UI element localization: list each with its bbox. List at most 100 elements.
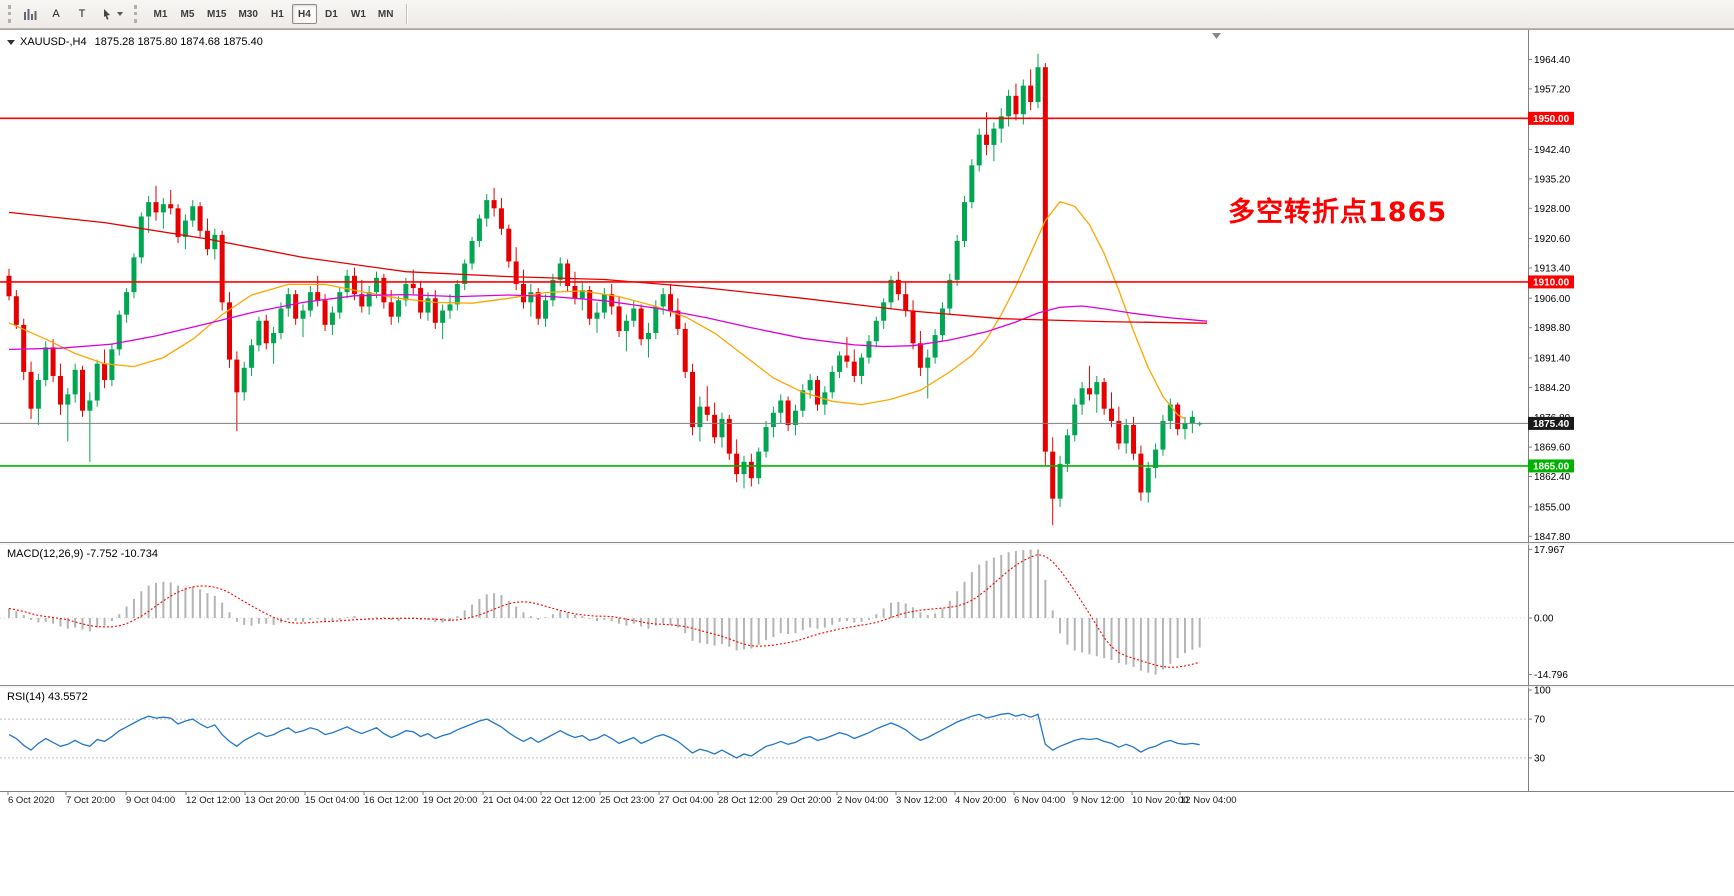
candle xyxy=(491,187,497,217)
candle xyxy=(675,298,681,336)
chart-title: XAUUSD-,H4 1875.28 1875.80 1874.68 1875.… xyxy=(7,36,263,48)
candle xyxy=(227,292,232,368)
toolbar-drag-handle[interactable] xyxy=(8,5,12,23)
svg-text:4 Nov 20:00: 4 Nov 20:00 xyxy=(955,795,1006,806)
svg-text:16 Oct 12:00: 16 Oct 12:00 xyxy=(364,795,418,806)
timeframe-button-w1[interactable]: W1 xyxy=(346,4,371,24)
macd-signal-line xyxy=(8,553,1200,668)
svg-text:19 Oct 20:00: 19 Oct 20:00 xyxy=(423,795,477,806)
candle xyxy=(947,273,953,315)
svg-text:6 Oct 2020: 6 Oct 2020 xyxy=(8,795,54,806)
candle xyxy=(204,218,210,256)
text-tool-button-label: T xyxy=(78,8,86,20)
candle xyxy=(770,406,776,438)
text-tool-button[interactable]: T xyxy=(70,4,94,25)
ma-slow-line xyxy=(8,211,1208,324)
candle xyxy=(1160,414,1166,456)
svg-text:1891.40: 1891.40 xyxy=(1534,353,1571,364)
svg-text:1847.80: 1847.80 xyxy=(1534,532,1571,543)
dropdown-caret-icon xyxy=(117,12,123,16)
time-axis: 6 Oct 2020 7 Oct 20:00 9 Oct 04:00 12 Oct 1… xyxy=(7,792,1237,806)
candle xyxy=(168,189,174,215)
candle xyxy=(984,112,990,156)
svg-text:12 Nov 04:00: 12 Nov 04:00 xyxy=(1180,795,1237,806)
candle xyxy=(498,198,504,235)
svg-text:1950.00: 1950.00 xyxy=(1533,114,1570,125)
candle xyxy=(903,281,909,317)
candle xyxy=(124,288,130,323)
candle xyxy=(1020,79,1026,125)
candle xyxy=(998,108,1004,143)
chart-shift-marker[interactable] xyxy=(1212,33,1221,39)
timeframe-button-m30[interactable]: M30 xyxy=(233,4,262,24)
rsi-indicator-label: RSI(14) 43.5572 xyxy=(7,691,88,703)
svg-text:70: 70 xyxy=(1534,715,1546,726)
candle xyxy=(315,275,321,307)
candle xyxy=(645,322,651,358)
candle xyxy=(337,288,343,319)
svg-text:1869.60: 1869.60 xyxy=(1534,443,1571,454)
candle xyxy=(741,455,747,489)
font-a-button[interactable]: A xyxy=(44,4,68,25)
price-tag: 1910.00 xyxy=(1528,275,1574,289)
candle xyxy=(80,365,85,417)
candle xyxy=(638,304,644,346)
chart-bars-button[interactable] xyxy=(18,4,42,25)
macd-scale: 17.967 0.00 -14.796 xyxy=(1528,545,1568,681)
svg-text:1920.60: 1920.60 xyxy=(1534,234,1571,245)
timeframe-button-h1[interactable]: H1 xyxy=(265,4,290,24)
candle xyxy=(1167,398,1173,430)
timeframe-button-mn[interactable]: MN xyxy=(373,4,399,24)
candle xyxy=(1197,421,1203,427)
svg-text:2 Nov 04:00: 2 Nov 04:00 xyxy=(837,795,888,806)
cursor-tool-button[interactable] xyxy=(96,4,128,25)
candle xyxy=(1042,63,1048,466)
candle xyxy=(1138,445,1144,501)
candle xyxy=(792,404,798,436)
candle xyxy=(579,281,585,311)
candlestick-series xyxy=(6,53,1203,526)
candle xyxy=(469,236,475,270)
chart-expander-icon[interactable] xyxy=(7,39,15,45)
candle xyxy=(873,316,879,348)
font-a-button-label: A xyxy=(52,8,60,20)
candle xyxy=(690,363,696,436)
timeframe-button-m5[interactable]: M5 xyxy=(175,4,200,24)
candle xyxy=(65,388,71,442)
candle xyxy=(697,396,703,442)
candle xyxy=(925,349,931,399)
candle xyxy=(381,273,387,309)
candle xyxy=(1035,53,1041,109)
candle xyxy=(969,159,975,209)
svg-text:-14.796: -14.796 xyxy=(1534,670,1568,681)
candle xyxy=(190,200,196,227)
candle xyxy=(991,122,997,162)
candle xyxy=(837,351,843,379)
chart-ohlc-values: 1875.28 1875.80 1874.68 1875.40 xyxy=(94,36,263,48)
timeframe-button-h4[interactable]: H4 xyxy=(291,4,317,24)
candle xyxy=(1189,410,1195,434)
chart-text-annotation[interactable]: 多空转折点1865 xyxy=(1228,197,1448,228)
candle xyxy=(800,384,806,417)
timeframe-button-m15[interactable]: M15 xyxy=(202,4,231,24)
ma-fast-line xyxy=(8,201,1186,420)
candle xyxy=(660,288,666,315)
timeframe-button-d1[interactable]: D1 xyxy=(319,4,344,24)
svg-text:1906.00: 1906.00 xyxy=(1534,294,1571,305)
candle xyxy=(734,439,740,483)
candle xyxy=(94,359,100,407)
toolbar-separator xyxy=(406,4,408,24)
candle xyxy=(976,128,982,172)
svg-text:12 Oct 12:00: 12 Oct 12:00 xyxy=(186,795,240,806)
svg-text:1855.00: 1855.00 xyxy=(1534,502,1571,513)
timeframe-button-m1[interactable]: M1 xyxy=(148,4,173,24)
candle xyxy=(859,353,865,385)
candle xyxy=(388,290,394,325)
toolbar-drag-handle[interactable] xyxy=(134,5,138,23)
candle xyxy=(1116,406,1122,450)
candle xyxy=(506,224,512,268)
svg-text:1875.40: 1875.40 xyxy=(1533,419,1570,430)
candle xyxy=(1079,382,1085,415)
